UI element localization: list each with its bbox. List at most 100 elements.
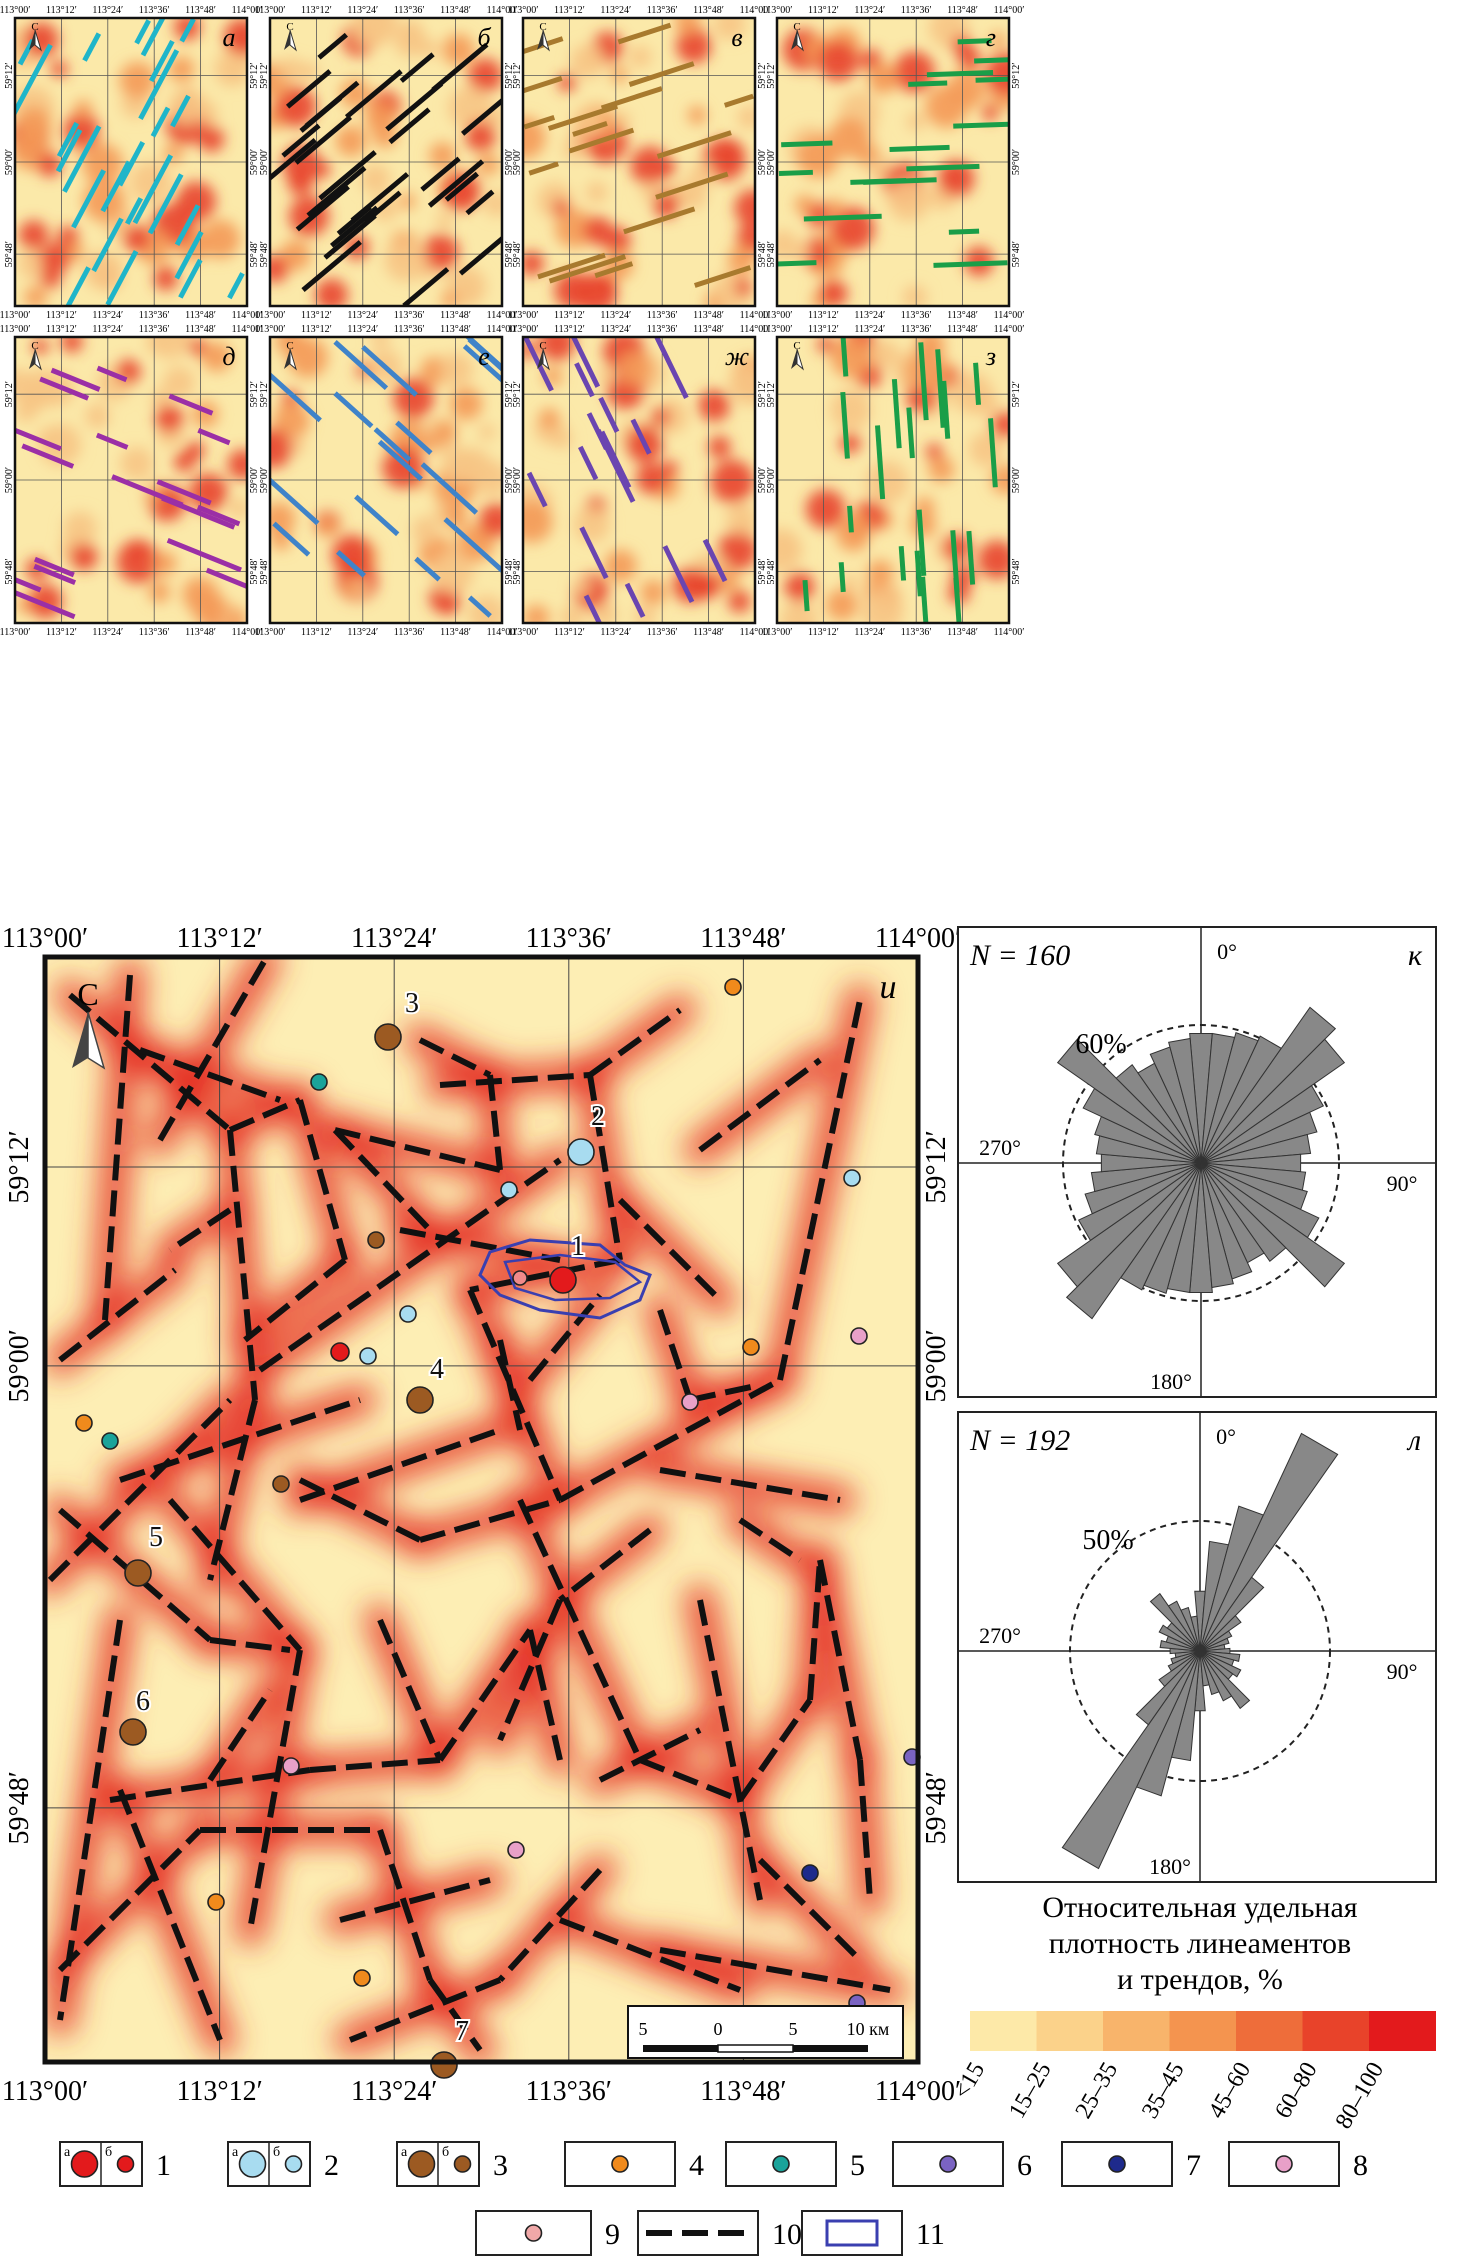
lineament-dashed [207,1399,258,1581]
main-map-frame [42,954,921,2065]
lon-tick-bottom: 113°36′ [901,627,932,638]
legend-box [892,2141,1004,2187]
density-blob [594,274,617,298]
lineament [281,123,321,158]
north-arrow-icon: С [284,21,297,52]
density-swatch [970,2011,1037,2051]
density-blob [411,516,440,545]
occurrence-marker [207,1893,225,1911]
lineament-dashed [334,1127,501,1173]
lon-tick-top: 113°12′ [46,5,77,16]
lat-tick-left: 59°48′ [4,1771,35,1844]
density-blob [617,351,653,387]
lat-tick-left: 59°48′ [4,558,15,584]
lineament [624,582,646,618]
lineament [317,32,348,60]
density-class-label: 80–100 [1331,2058,1390,2133]
density-blob [839,432,861,454]
lat-tick-left: 59°12′ [4,63,15,89]
lineament [399,52,435,83]
lon-tick-bottom: 113°24′ [854,627,885,638]
lineament-set [15,365,247,620]
density-blob [153,266,178,291]
legend-symbol-small [453,2155,472,2173]
density-core-stroke [63,988,237,1137]
legend-field-symbol [825,2219,879,2247]
north-arrow-icon: С [72,976,106,1070]
lineament-set [270,32,502,306]
lon-tick-bottom: 113°24′ [347,627,378,638]
lineament [174,230,204,280]
lineament [458,235,502,276]
lon-tick-top: 113°24′ [854,5,885,16]
north-arrow-icon: С [791,340,804,371]
lon-tick-top: 113°48′ [440,324,471,335]
lon-tick-top: 113°48′ [693,5,724,16]
occurrence-marker [119,1718,147,1746]
lineament [460,97,502,136]
lat-tick-left: 59°48′ [259,241,270,267]
density-blob [37,152,62,177]
density-blob [662,460,679,477]
lineament-dashed [659,1947,891,1993]
lineament-dashed [817,1559,863,1761]
lon-tick-bottom: 113°24′ [854,310,885,321]
density-blob [817,337,834,353]
density-blob [148,580,171,603]
lineament-dashed [497,1598,563,1742]
panel-letter: е [478,342,490,371]
density-blob [436,212,454,230]
lat-tick-right: 59°48′ [1011,558,1022,584]
lineament-dashed [227,1129,258,1401]
density-blob [399,193,416,210]
density-blob [442,33,475,67]
lineament [528,161,559,176]
density-blob [399,19,424,44]
lineament-dashed [497,1867,603,1983]
density-title-line-3: и трендов, % [1117,1963,1283,1996]
lineament-dashed [659,1467,841,1503]
density-blob [439,352,474,387]
lineament [105,250,139,306]
density-blobs [777,337,1009,623]
lineament [333,340,389,391]
lineament-dashed [209,1637,291,1653]
occurrence-marker [430,2051,458,2079]
lineament [467,337,502,373]
lineament-dashed [207,1688,273,1782]
panel-letter: б [477,23,491,52]
lon-tick-top: 113°48′ [440,5,471,16]
lineament-dashed [737,1698,813,1802]
panel-letter: в [731,23,742,52]
occurrence-marker [374,1023,402,1051]
density-blob [478,423,496,441]
lineament [323,213,377,260]
lineament [65,266,91,306]
lineament [526,471,548,508]
density-blob [188,338,207,356]
lon-tick-bottom: 113°36′ [139,310,170,321]
lineament [973,362,982,406]
lineament-dashed [738,1517,802,1563]
lon-tick-top: 113°24′ [854,324,885,335]
legend-number: 9 [605,2218,620,2251]
density-blob [717,530,755,571]
lon-tick-bottom: 113°36′ [647,310,678,321]
lineament [579,526,609,580]
density-blob [318,516,338,536]
north-arrow-icon: С [29,340,42,371]
density-blob [189,473,228,512]
field-outline [478,1238,652,1320]
occurrence-marker [681,1393,699,1411]
lon-tick-top: 113°24′ [347,324,378,335]
lineament [420,462,479,515]
lat-tick-right: 59°48′ [504,558,515,584]
legend-sub-a: а [401,2145,408,2160]
density-blob [629,45,652,68]
density-blob [15,402,36,423]
lat-tick-left: 59°00′ [766,467,777,493]
legend-sub-a: а [64,2145,71,2160]
lon-tick-bottom: 113°24′ [600,627,631,638]
occurrence-marker [399,1305,417,1323]
